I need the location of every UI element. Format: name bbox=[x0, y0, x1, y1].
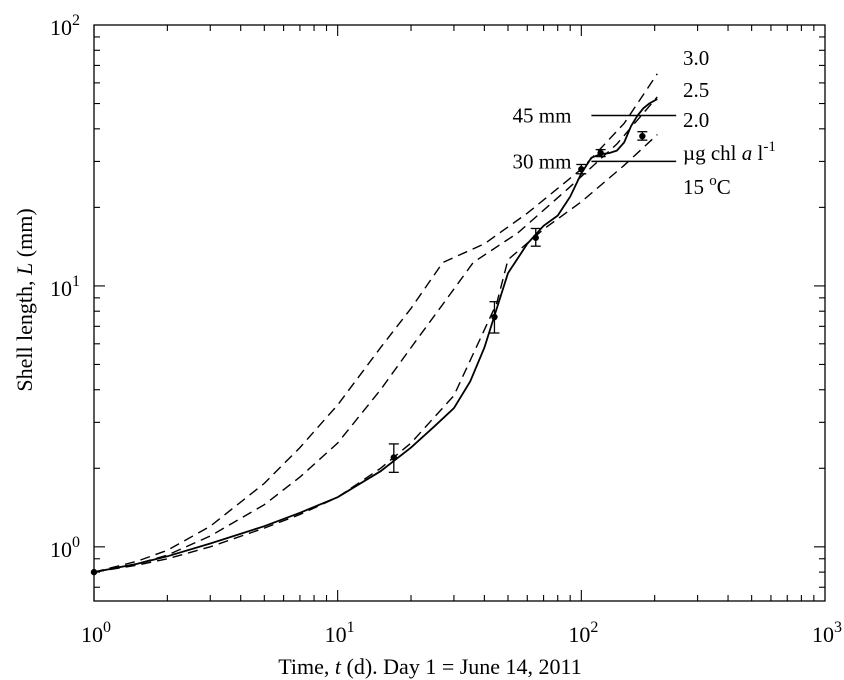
series-line-2-5 bbox=[93, 96, 658, 573]
x-tick-label: 103 bbox=[812, 619, 842, 647]
series-line-2-0 bbox=[93, 134, 658, 573]
series-label-2-0: 2.0 bbox=[683, 108, 709, 132]
tick-marks bbox=[93, 25, 825, 601]
plot-frame bbox=[93, 24, 826, 602]
data-point bbox=[578, 166, 585, 173]
data-point bbox=[532, 234, 539, 241]
unit-label: µg chl a l-1 bbox=[683, 139, 776, 165]
series-line-observed bbox=[93, 98, 658, 573]
data-point bbox=[639, 132, 646, 140]
y-tick-label: 101 bbox=[50, 273, 80, 301]
data-point bbox=[390, 454, 398, 461]
y-axis-label: Shell length, L (mm) bbox=[12, 208, 37, 391]
y-tick-label: 100 bbox=[50, 534, 80, 562]
data-point bbox=[491, 313, 498, 321]
temperature-label: 15 oC bbox=[683, 173, 731, 199]
tick-labels: 100 101 102 103 100 101 102 bbox=[50, 12, 842, 647]
x-tick-label: 102 bbox=[568, 619, 598, 647]
series-label-3-0: 3.0 bbox=[683, 46, 709, 70]
plot-layer: 45 mm 30 mm bbox=[90, 73, 677, 576]
x-axis-label: Time, t (d). Day 1 = June 14, 2011 bbox=[278, 654, 582, 679]
hline-label: 45 mm bbox=[512, 103, 571, 127]
data-point bbox=[597, 149, 604, 157]
x-tick-label: 100 bbox=[81, 619, 111, 647]
data-point bbox=[90, 568, 98, 576]
y-tick-label: 102 bbox=[50, 12, 80, 40]
series-label-2-5: 2.5 bbox=[683, 78, 709, 102]
hline-label: 30 mm bbox=[512, 149, 571, 173]
series-line-3-0 bbox=[93, 73, 658, 573]
x-tick-label: 101 bbox=[325, 619, 355, 647]
